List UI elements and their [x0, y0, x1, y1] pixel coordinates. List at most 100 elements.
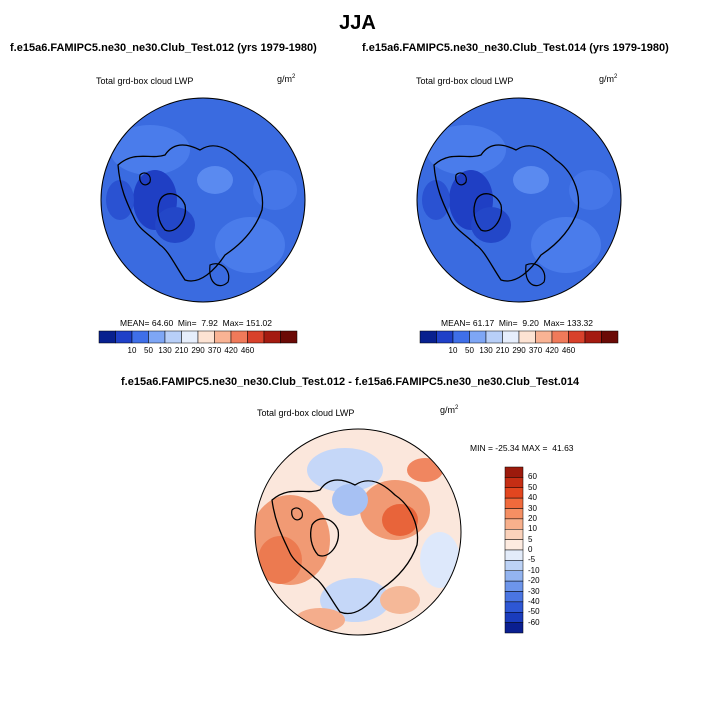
diff-coastline — [271, 479, 419, 615]
diff-colorbar-tick-label: -40 — [528, 596, 540, 606]
panel-1-colorbar-box — [164, 330, 182, 344]
panel-1-map-border — [100, 97, 306, 303]
diff-colorbar-box — [504, 570, 524, 582]
diff-colorbar-box — [504, 466, 524, 478]
panel-1-coastline — [117, 144, 264, 282]
panel-2-colorbar-box — [419, 330, 437, 344]
panel-2-colorbar-box — [436, 330, 454, 344]
diff-colorbar-box — [504, 549, 524, 561]
diff-variable-label: Total grd-box cloud LWP — [257, 408, 355, 418]
panel-1-island-coast — [209, 263, 230, 287]
panel-2-colorbar-box — [502, 330, 520, 344]
panel-2-colorbar-box — [485, 330, 503, 344]
diff-colorbar-tick-label: 60 — [528, 472, 537, 482]
diff-field-patch — [407, 458, 443, 482]
panel-1-colorbar-box — [98, 330, 116, 344]
diff-colorbar-tick-label: -20 — [528, 576, 540, 586]
panel-2-colorbar-box — [551, 330, 569, 344]
panel-2-colorbar-tick-label: 10 — [448, 346, 458, 355]
diff-colorbar-box — [504, 580, 524, 592]
panel-1-colorbar-box — [247, 330, 265, 344]
diff-map — [255, 429, 461, 635]
diff-colorbar-tick-label: -5 — [528, 555, 536, 565]
diff-field-patch — [332, 484, 368, 516]
panel-2-colorbar-tick-label: 420 — [545, 346, 559, 355]
panel-1-colorbar-box — [280, 330, 298, 344]
panel-2-units: g/m2 — [599, 74, 618, 84]
diff-greenland-coast — [310, 518, 340, 557]
panel-2-colorbar-tick-label: 210 — [495, 346, 510, 355]
panel-2-field-patch — [569, 170, 613, 210]
diff-colorbar-tick-label: 30 — [528, 503, 537, 513]
diff-colorbar-box — [504, 508, 524, 520]
panel-2-colorbar-tick-label: 130 — [479, 346, 493, 355]
panel-1-colorbar-tick-label: 460 — [240, 346, 255, 355]
panel-2-colorbar-box — [469, 330, 487, 344]
panel-2-coastline — [433, 144, 580, 282]
diff-field-patch — [380, 586, 420, 614]
panel-2-field-patch — [422, 180, 450, 220]
diff-colorbar-box — [504, 539, 524, 551]
diff-field-patch — [320, 578, 390, 622]
diff-colorbar — [504, 466, 524, 634]
panel-2-field-patch — [513, 166, 549, 194]
panel-2-colorbar-tick-label: 460 — [561, 346, 576, 355]
panel-1-map — [101, 98, 305, 302]
diff-colorbar-box — [504, 591, 524, 603]
panel-2-colorbar — [419, 330, 619, 344]
diff-field-patch — [420, 532, 460, 588]
diff-colorbar-box — [504, 560, 524, 571]
panel-2-colorbar-tick-label: 290 — [512, 346, 526, 355]
panel-1-colorbar — [98, 330, 298, 344]
diff-colorbar-box — [504, 518, 524, 530]
panel-1-colorbar-tick-label: 290 — [191, 346, 205, 355]
panel-2-colorbar-tick-label: 370 — [528, 346, 543, 355]
panel-1-field-patch — [110, 125, 190, 175]
diff-colorbar-box — [504, 477, 524, 488]
diff-colorbar-tick-label: 5 — [528, 534, 533, 544]
panel-2-colorbar-box — [568, 330, 586, 344]
diff-units: g/m2 — [440, 405, 459, 415]
diff-colorbar-tick-label: 0 — [528, 545, 533, 554]
panel-2-map — [417, 98, 621, 302]
panel-1-colorbar-box — [148, 330, 166, 344]
panel-2-case-title: f.e15a6.FAMIPC5.ne30_ne30.Club_Test.014 … — [362, 42, 669, 54]
panel-1-units: g/m2 — [277, 74, 296, 84]
diff-stats: MIN = -25.34 MAX = 41.63 — [470, 443, 574, 453]
panel-1-variable-label: Total grd-box cloud LWP — [96, 76, 194, 86]
panel-2-island-coast — [455, 172, 467, 186]
diff-case-title: f.e15a6.FAMIPC5.ne30_ne30.Club_Test.012 … — [121, 376, 580, 388]
panel-2-variable-label: Total grd-box cloud LWP — [416, 76, 514, 86]
panel-2-field-patch — [531, 217, 601, 273]
panel-2-stats: MEAN= 61.17 Min= 9.20 Max= 133.32 — [441, 318, 594, 328]
diff-colorbar-box — [504, 529, 524, 540]
diff-colorbar-tick-label: -60 — [528, 617, 540, 627]
panel-1-colorbar-box — [115, 330, 133, 344]
diff-island-coast — [291, 507, 303, 521]
figure-title: JJA — [339, 12, 376, 34]
diff-colorbar-box — [504, 612, 524, 623]
panel-1-colorbar-box — [214, 330, 232, 344]
diff-colorbar-tick-label: -10 — [528, 565, 540, 575]
panel-2-island-coast — [525, 263, 546, 287]
panel-2-greenland-coast — [473, 193, 503, 232]
panel-1-stats: MEAN= 64.60 Min= 7.92 Max= 151.02 — [120, 318, 273, 328]
diff-colorbar-tick-label: 10 — [528, 524, 537, 534]
diff-field-patch — [295, 608, 345, 632]
panel-2-colorbar-box — [452, 330, 470, 344]
panel-1-colorbar-box — [230, 330, 248, 344]
panel-1-field-patch — [106, 180, 134, 220]
panel-1-greenland-coast — [157, 193, 187, 232]
panel-2-colorbar-tick-label: 50 — [465, 346, 474, 355]
panel-1-colorbar-tick-label: 130 — [158, 346, 172, 355]
panel-2-colorbar-box — [535, 330, 553, 344]
panel-1-field-patch — [253, 170, 297, 210]
panel-1-case-title: f.e15a6.FAMIPC5.ne30_ne30.Club_Test.012 … — [10, 42, 317, 54]
panel-1-colorbar-tick-label: 420 — [224, 346, 238, 355]
panel-1-field-patch — [197, 166, 233, 194]
diff-field-patch — [258, 536, 302, 584]
diff-colorbar-tick-label: 20 — [528, 513, 537, 523]
panel-2-colorbar-box — [601, 330, 619, 344]
panel-2-map-border — [416, 97, 622, 303]
diff-field-patch — [382, 504, 418, 536]
